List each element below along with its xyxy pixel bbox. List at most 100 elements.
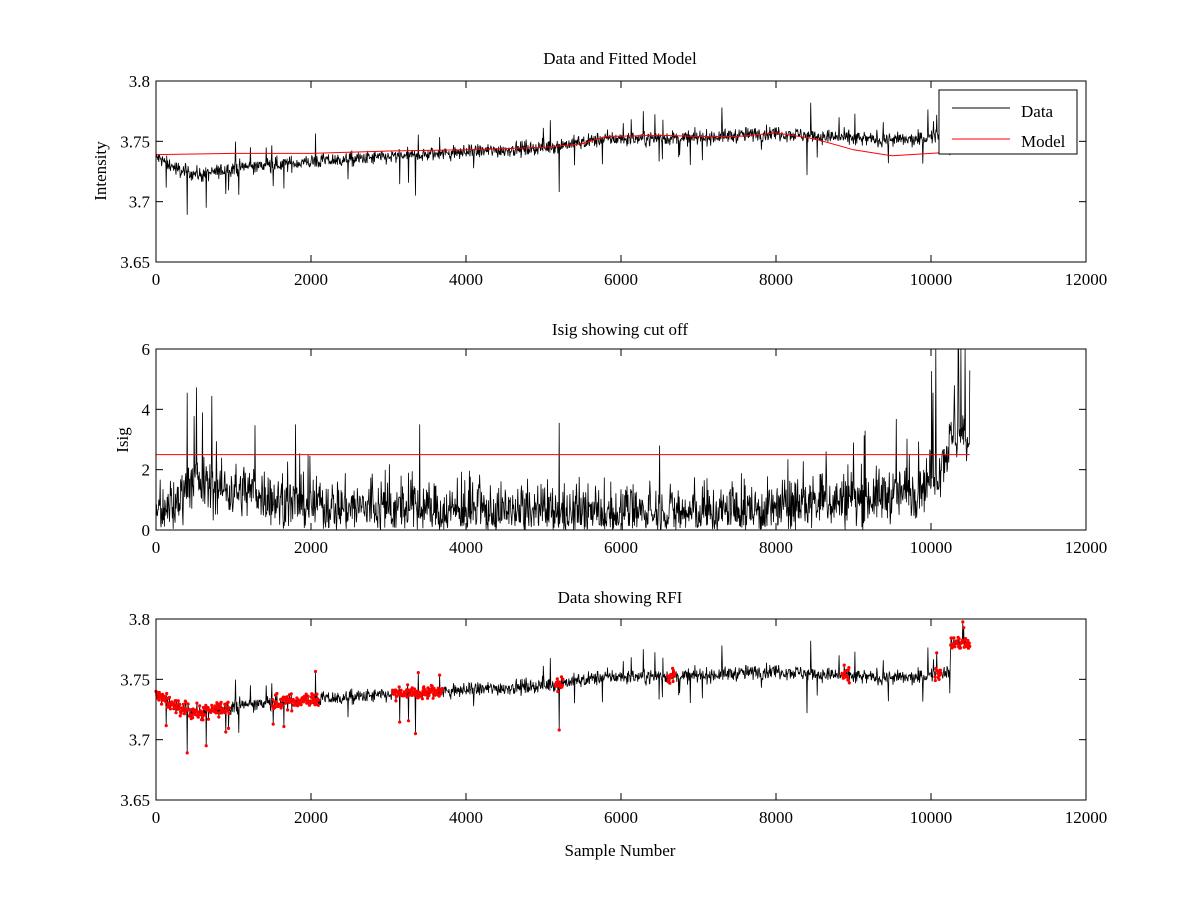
rfi-point — [847, 666, 851, 670]
rfi-point — [289, 692, 293, 696]
panel-2-xtick-label: 4000 — [449, 538, 483, 557]
panel-3-title: Data showing RFI — [558, 588, 683, 607]
rfi-point — [427, 693, 431, 698]
rfi-point — [279, 706, 283, 710]
rfi-point — [201, 718, 205, 722]
panel-2-xtick-label: 6000 — [604, 538, 638, 557]
rfi-point — [309, 695, 313, 699]
rfi-point — [968, 644, 972, 648]
legend: Data Model — [938, 89, 1078, 155]
rfi-point — [304, 692, 308, 696]
panel-1-plot-area — [155, 102, 971, 215]
rfi-point — [200, 710, 204, 714]
rfi-point — [227, 711, 231, 716]
panel-3-ytick-label: 3.65 — [120, 791, 150, 810]
rfi-point — [185, 751, 189, 755]
rfi-point — [438, 673, 442, 677]
rfi-point — [405, 695, 409, 699]
rfi-point — [282, 724, 286, 729]
panel-1-xtick-label: 12000 — [1065, 270, 1108, 289]
rfi-point — [217, 715, 221, 719]
panel-2-ticks: 0 2000 4000 6000 8000 10000 12000 0 2 4 6 — [142, 340, 1108, 557]
panel-1-xtick-label: 8000 — [759, 270, 793, 289]
rfi-point — [557, 728, 561, 732]
rfi-point — [306, 694, 310, 698]
rfi-point — [226, 726, 231, 731]
panel-2-xtick-label: 12000 — [1065, 538, 1108, 557]
rfi-point — [416, 671, 420, 675]
rfi-point — [316, 703, 320, 707]
panel-2-frame — [155, 348, 1087, 531]
x-axis-label: Sample Number — [565, 841, 676, 860]
rfi-point — [224, 730, 228, 734]
panel-1: Data and Fitted Model Intensity 0 2000 400… — [91, 49, 1107, 289]
rfi-point — [845, 675, 850, 679]
rfi-point — [286, 708, 290, 712]
rfi-point — [394, 699, 398, 703]
rfi-point — [430, 684, 434, 688]
panel-3-xtick-label: 0 — [152, 808, 161, 827]
rfi-point — [426, 696, 430, 700]
rfi-point — [422, 685, 426, 689]
rfi-point — [315, 692, 319, 696]
rfi-point — [206, 706, 210, 710]
rfi-point — [846, 678, 850, 682]
panel-1-xtick-label: 0 — [152, 270, 161, 289]
rfi-point — [160, 702, 164, 706]
rfi-point — [558, 680, 562, 684]
rfi-point — [555, 677, 559, 681]
rfi-point — [939, 672, 943, 676]
rfi-point — [556, 689, 560, 694]
panel-2-plot-area — [155, 348, 971, 531]
rfi-point — [290, 709, 294, 713]
rfi-point — [955, 639, 959, 643]
rfi-point — [304, 695, 308, 699]
rfi-point — [436, 686, 440, 690]
rfi-point — [178, 702, 182, 707]
panel-2-ytick-label: 4 — [142, 400, 151, 419]
rfi-point — [163, 696, 167, 701]
rfi-point — [561, 677, 565, 681]
rfi-point — [198, 704, 202, 708]
panel-1-xtick-label: 10000 — [910, 270, 953, 289]
rfi-point — [672, 674, 677, 678]
panel-3-rfi-markers — [154, 620, 972, 755]
panel-2-title: Isig showing cut off — [552, 320, 688, 339]
rfi-point — [168, 707, 172, 711]
rfi-point — [186, 702, 190, 706]
rfi-point — [406, 719, 411, 723]
rfi-point — [670, 673, 674, 677]
rfi-point — [223, 711, 227, 715]
rfi-point — [312, 693, 316, 697]
panel-3-plot-area — [154, 620, 972, 755]
rfi-point — [299, 703, 303, 707]
rfi-point — [961, 641, 965, 645]
rfi-point — [227, 706, 232, 710]
panel-1-ylabel: Intensity — [91, 141, 110, 201]
rfi-point — [431, 696, 435, 700]
rfi-point — [669, 676, 673, 680]
rfi-point — [178, 714, 182, 718]
rfi-point — [933, 675, 937, 679]
rfi-point — [157, 698, 161, 702]
rfi-point — [182, 706, 186, 710]
rfi-point — [957, 637, 961, 641]
rfi-point — [397, 685, 401, 689]
panel-1-xtick-label: 6000 — [604, 270, 638, 289]
rfi-point — [193, 713, 198, 717]
rfi-point — [167, 695, 172, 700]
rfi-point — [204, 744, 208, 748]
rfi-point — [440, 686, 444, 691]
rfi-point — [435, 690, 439, 694]
panel-3-xtick-label: 12000 — [1065, 808, 1108, 827]
panel-3-ytick-label: 3.7 — [129, 731, 151, 750]
panel-2-ytick-label: 2 — [142, 461, 151, 480]
panel-3-xtick-label: 10000 — [910, 808, 953, 827]
rfi-point — [164, 700, 168, 704]
panel-3-frame — [155, 618, 1087, 801]
panel-3-xtick-label: 8000 — [759, 808, 793, 827]
panel-3-xtick-label: 2000 — [294, 808, 328, 827]
rfi-point — [419, 694, 423, 698]
